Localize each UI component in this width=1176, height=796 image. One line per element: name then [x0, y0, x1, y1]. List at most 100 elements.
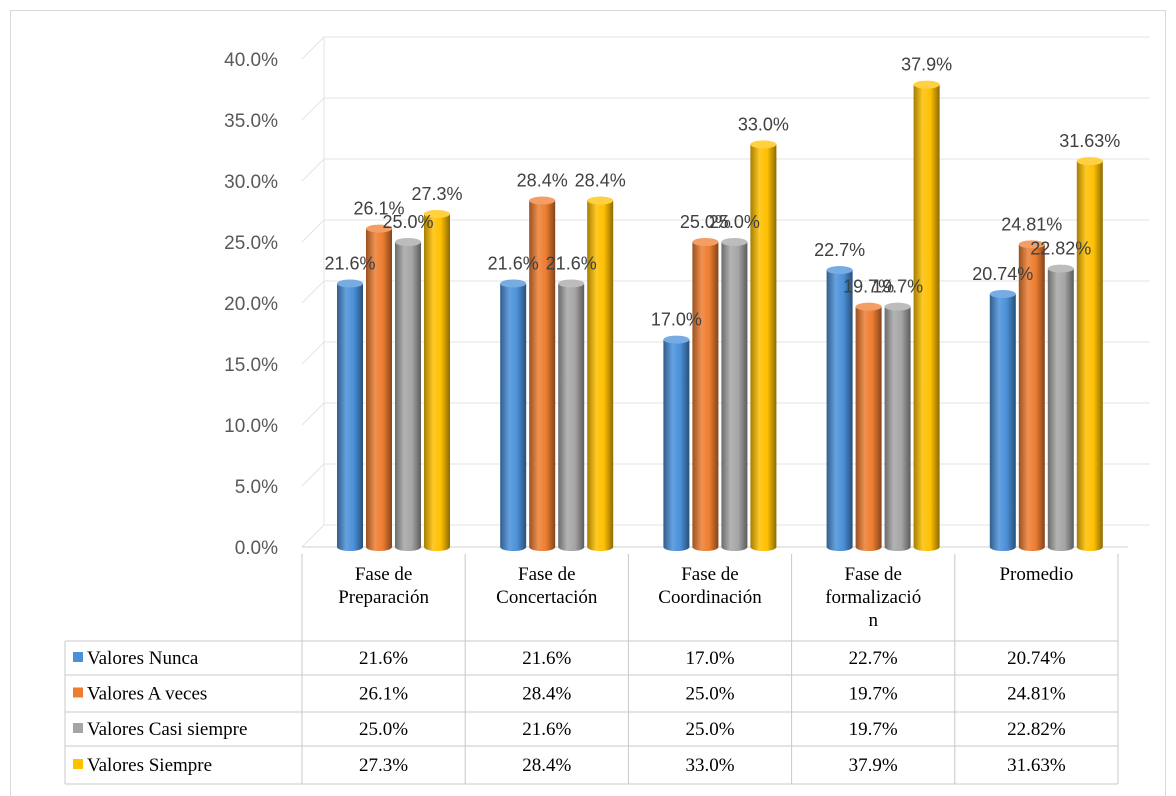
- bar-valores-a-veces-fase-de-concertacion: [529, 196, 556, 551]
- bar-top: [500, 279, 527, 288]
- bar-valores-nunca-promedio: [989, 289, 1016, 551]
- bar-body: [750, 144, 777, 551]
- bar-valores-nunca-fase-de-concertacion: [500, 279, 527, 551]
- legend-label: Valores Nunca: [87, 648, 199, 669]
- bar-top: [1076, 157, 1103, 166]
- bar-top: [1018, 240, 1045, 249]
- table-cell: 19.7%: [849, 684, 898, 705]
- bar-body: [529, 200, 556, 551]
- data-label: 22.82%: [1030, 239, 1091, 259]
- table-cell: 25.0%: [359, 719, 408, 740]
- data-label: 22.7%: [814, 240, 865, 260]
- table-cell: 25.0%: [685, 719, 734, 740]
- data-label: 28.4%: [575, 171, 626, 191]
- data-label: 37.9%: [901, 55, 952, 75]
- y-tick-label: 30.0%: [224, 172, 278, 193]
- category-label: Fase de Concertación: [496, 564, 598, 608]
- gridline: [301, 158, 1150, 182]
- legend-swatch: [73, 759, 83, 769]
- bar-body: [663, 339, 690, 551]
- data-label: 25.0%: [680, 212, 731, 232]
- table-cell: 22.82%: [1007, 719, 1066, 740]
- bar-valores-a-veces-promedio: [1018, 240, 1045, 551]
- legend-swatch: [73, 723, 83, 733]
- data-labels: 21.6%26.1%25.0%27.3%21.6%28.4%21.6%28.4%…: [324, 55, 1120, 330]
- bar-body: [558, 283, 585, 551]
- data-label: 28.4%: [517, 171, 568, 191]
- table-cell: 20.74%: [1007, 648, 1066, 669]
- table-cell: 21.6%: [522, 648, 571, 669]
- table-cell: 21.6%: [359, 648, 408, 669]
- table-cell: 37.9%: [849, 755, 898, 776]
- bar-valores-siempre-fase-de-formalizacio-n: [913, 80, 940, 552]
- legend-label: Valores Casi siempre: [87, 719, 247, 740]
- bar-top: [1047, 264, 1074, 273]
- category-label: Fase de Preparación: [338, 564, 429, 608]
- y-tick-label: 0.0%: [235, 538, 278, 559]
- bar-valores-casi-siempre-fase-de-concertacion: [558, 279, 585, 551]
- bar-body: [337, 283, 363, 551]
- chart-frame: [10, 10, 1166, 796]
- data-label: 24.81%: [1001, 214, 1062, 234]
- bar-valores-siempre-promedio: [1076, 157, 1103, 551]
- legend-label: Valores A veces: [87, 684, 207, 705]
- y-tick-label: 35.0%: [224, 111, 278, 132]
- data-label: 21.6%: [488, 253, 539, 273]
- bar-top: [692, 238, 719, 246]
- bar-top: [395, 238, 421, 246]
- bar-valores-a-veces-fase-de-preparacion: [366, 224, 392, 551]
- bar-body: [1018, 244, 1045, 551]
- data-label: 25.0%: [382, 212, 433, 232]
- bar-valores-casi-siempre-promedio: [1047, 264, 1074, 551]
- bar-valores-nunca-fase-de-coordinacion: [663, 335, 690, 551]
- bars: [337, 80, 1103, 552]
- bar-body: [692, 242, 719, 551]
- bar-valores-siempre-fase-de-concertacion: [587, 196, 614, 551]
- bar-valores-a-veces-fase-de-formalizacio-n: [855, 302, 882, 551]
- bar-body: [913, 84, 940, 552]
- bar-top: [855, 302, 882, 311]
- gridline: [301, 97, 1150, 121]
- y-tick-label: 40.0%: [224, 50, 278, 71]
- data-label: 21.6%: [324, 253, 375, 273]
- bar-top: [826, 266, 853, 275]
- bar-valores-siempre-fase-de-coordinacion: [750, 140, 777, 551]
- y-axis-ticks: 0.0% 5.0% 10.0% 15.0% 20.0% 25.0% 30.0% 35.0% 40…: [224, 50, 278, 559]
- bar-body: [884, 306, 911, 551]
- data-label: 25.0%: [709, 212, 760, 232]
- bar-top: [337, 279, 363, 288]
- y-tick-label: 5.0%: [235, 477, 278, 498]
- bar-body: [721, 242, 748, 551]
- table-cell: 24.81%: [1007, 684, 1066, 705]
- bar-valores-nunca-fase-de-formalizacio-n: [826, 266, 853, 551]
- bar-top: [721, 238, 748, 246]
- y-tick-label: 10.0%: [224, 416, 278, 437]
- data-label: 17.0%: [651, 310, 702, 330]
- bar-top: [663, 335, 690, 344]
- category-label: Fase de Coordinación: [658, 564, 762, 608]
- gridline: [301, 36, 1150, 60]
- bar-body: [1047, 268, 1074, 551]
- bar-valores-casi-siempre-fase-de-formalizacio-n: [884, 302, 911, 551]
- bar-body: [500, 283, 527, 551]
- data-label: 33.0%: [738, 114, 789, 134]
- bar-top: [750, 140, 777, 149]
- bar-body: [1076, 161, 1103, 551]
- bar-top: [366, 224, 392, 233]
- data-label: 19.7%: [872, 277, 923, 297]
- table-cell: 19.7%: [849, 719, 898, 740]
- table-cell: 26.1%: [359, 684, 408, 705]
- y-tick-label: 15.0%: [224, 355, 278, 376]
- legend-swatch: [73, 687, 83, 698]
- table-cell: 21.6%: [522, 719, 571, 740]
- data-label: 27.3%: [411, 184, 462, 204]
- bar-body: [826, 270, 853, 551]
- bar-top: [558, 279, 585, 288]
- data-label: 21.6%: [546, 253, 597, 273]
- category-label: Fase de formalizació n: [825, 564, 921, 631]
- data-label: 20.74%: [972, 264, 1033, 284]
- table-cell: 27.3%: [359, 755, 408, 776]
- table-cell: 28.4%: [522, 684, 571, 705]
- table-cell: 17.0%: [685, 648, 734, 669]
